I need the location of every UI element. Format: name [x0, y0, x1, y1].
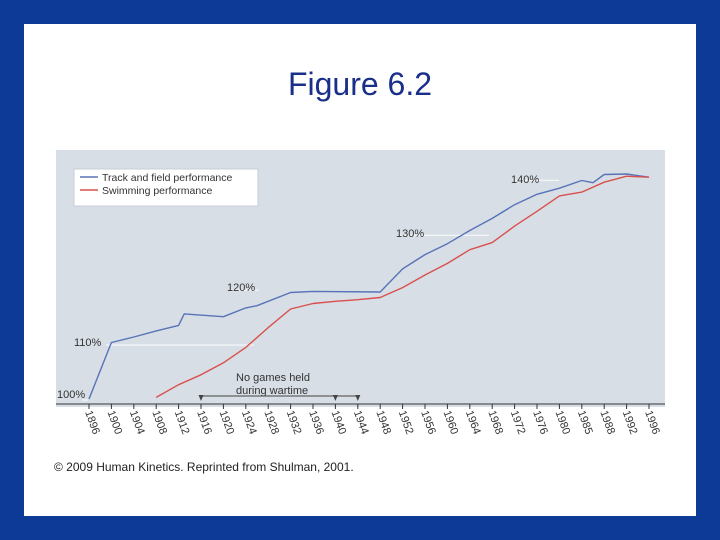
reference-lines [82, 179, 559, 401]
credit-line: © 2009 Human Kinetics. Reprinted from Sh… [54, 460, 354, 474]
x-tick-label: 1924 [239, 409, 259, 436]
x-tick-label: 1928 [261, 409, 281, 436]
x-tick-label: 1948 [373, 409, 393, 436]
reference-label-100: 100% [57, 389, 85, 401]
series-line-track [88, 173, 650, 400]
annotation-arrow [198, 395, 204, 401]
x-tick-label: 1980 [553, 409, 573, 436]
series-line-swimming [155, 175, 650, 399]
x-tick-label: 1904 [127, 409, 147, 436]
annotation-arrow [332, 395, 338, 401]
legend-label-swimming: Swimming performance [102, 185, 212, 197]
x-tick-label: 1985 [575, 409, 595, 436]
x-tick-label: 1976 [530, 409, 550, 436]
x-tick-label: 1940 [329, 409, 349, 436]
x-tick-label: 1932 [284, 409, 304, 436]
legend-label-track: Track and field performance [102, 172, 232, 184]
x-tick-label: 1944 [351, 409, 371, 436]
reference-labels: 100% 110% 120% 130% 140% [57, 174, 539, 401]
x-tick-label: 1896 [82, 409, 102, 436]
series-lines [88, 173, 650, 400]
x-tick-label: 1920 [217, 409, 237, 436]
annotation-line-1: No games held [236, 372, 310, 384]
x-tick-label: 1964 [463, 409, 483, 436]
reference-label-120: 120% [227, 282, 255, 294]
x-tick-label: 1900 [105, 409, 125, 436]
reference-label-140: 140% [511, 174, 539, 186]
x-tick-label: 1912 [172, 409, 192, 436]
x-tick-label: 1908 [149, 409, 169, 436]
annotation-arrow [355, 395, 361, 401]
x-tick-label: 1972 [508, 409, 528, 436]
slide: Figure 6.2 100% 110% 120% 130% 140% No games… [24, 24, 696, 516]
legend-box [73, 168, 259, 207]
x-axis-ticks: 1896 1900 1904 1908 1912 1916 1920 1924 1928 1932… [82, 404, 662, 436]
x-tick-label: 1968 [485, 409, 505, 436]
x-tick-label: 1960 [441, 409, 461, 436]
x-tick-label: 1988 [597, 409, 617, 436]
x-tick-label: 1956 [418, 409, 438, 436]
performance-chart: 100% 110% 120% 130% 140% No games heldduring… [56, 150, 665, 436]
x-tick-label: 1936 [306, 409, 326, 436]
annotation-line-2: during wartime [236, 385, 308, 397]
reference-label-130: 130% [396, 228, 424, 240]
x-tick-label: 1952 [396, 409, 416, 436]
x-tick-label: 1992 [620, 409, 640, 436]
slide-title: Figure 6.2 [287, 66, 433, 102]
reference-label-110: 110% [74, 337, 102, 349]
x-tick-label: 1916 [194, 409, 214, 436]
x-tick-label: 1996 [642, 409, 662, 436]
